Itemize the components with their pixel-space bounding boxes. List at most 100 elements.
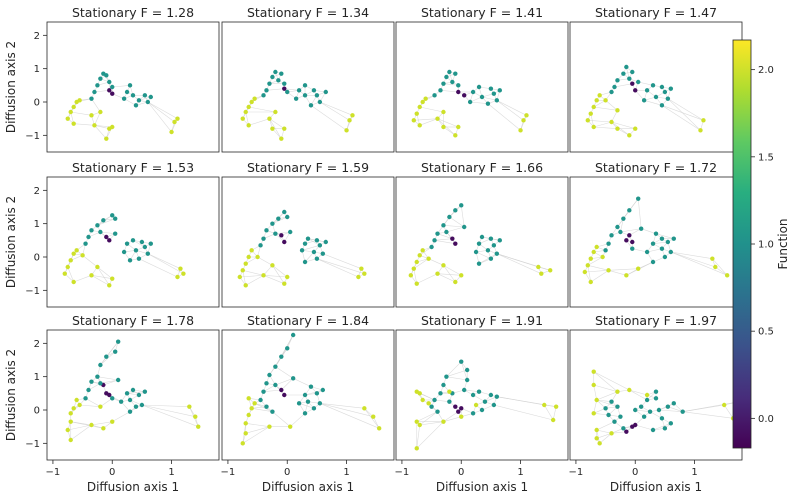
node-point	[615, 389, 620, 394]
node-point	[698, 128, 703, 133]
y-axis-label: Diffusion axis 2	[4, 349, 18, 441]
node-point	[450, 79, 455, 85]
node-group-high	[585, 93, 706, 138]
graph-edge	[419, 118, 438, 126]
node-point	[724, 273, 730, 278]
node-point	[636, 196, 641, 201]
node-point	[302, 83, 308, 88]
node-point	[65, 427, 70, 433]
graph-edge	[443, 265, 456, 283]
graph-edge	[269, 118, 285, 129]
node-point	[650, 83, 656, 88]
node-point	[609, 399, 614, 404]
graph-edge	[94, 125, 110, 129]
node-point	[435, 116, 440, 121]
graph-edge	[416, 424, 421, 449]
colorbar-tick-label: 1.0	[758, 240, 774, 251]
node-point	[441, 81, 446, 86]
node-point	[136, 392, 142, 398]
node-point	[83, 396, 88, 401]
graph-edge	[251, 406, 267, 409]
node-point	[95, 264, 100, 270]
node-point	[653, 396, 659, 401]
graph-edge	[593, 106, 618, 111]
node-point	[612, 419, 617, 424]
node-point	[302, 392, 308, 398]
node-point	[243, 421, 248, 426]
graph-edge	[79, 404, 101, 407]
node-point	[426, 256, 431, 261]
node-point	[267, 116, 272, 121]
node-point	[438, 391, 443, 396]
node-point	[638, 226, 644, 231]
graph-edge	[141, 404, 199, 427]
graph-edge	[596, 421, 615, 431]
node-point	[491, 243, 497, 248]
graph-edge	[667, 98, 704, 121]
panel-7: Stationary F = 1.66	[395, 160, 569, 308]
node-point	[127, 258, 133, 263]
graph-edge	[614, 83, 633, 88]
plot-area	[222, 177, 394, 307]
graph-edge	[88, 383, 101, 391]
panel-12: Stationary F = 1.97 −1 0 1 Diffusion axis 1	[569, 313, 743, 494]
graph-edge	[587, 256, 603, 266]
x-tick-label: 1	[691, 467, 697, 478]
node-point	[606, 241, 611, 246]
panel-9: Stationary F = 1.78 −1 0 1 2 −1 0 1 Diffusion ax…	[4, 313, 220, 494]
node-point	[246, 254, 251, 260]
node-point	[476, 261, 482, 266]
node-point	[296, 401, 302, 406]
panel-title: Stationary F = 1.34	[247, 5, 369, 20]
graph-edge	[620, 218, 624, 233]
graph-edge	[464, 389, 480, 392]
node-point	[285, 89, 290, 95]
plot-area	[396, 330, 568, 460]
graph-edge	[478, 253, 497, 264]
graph-edge	[301, 245, 320, 251]
graph-edge	[284, 88, 300, 91]
node-point	[240, 268, 245, 273]
graph-edge	[100, 351, 116, 366]
node-group-mid	[429, 203, 502, 266]
node-point	[279, 354, 284, 359]
x-tick-label: 0	[458, 467, 464, 478]
node-point	[650, 427, 656, 433]
node-point	[237, 274, 242, 280]
graph-edge	[319, 403, 365, 409]
node-point	[249, 248, 254, 253]
x-tick-label: −1	[569, 467, 584, 478]
panel-title: Stationary F = 1.41	[421, 5, 543, 20]
node-point	[240, 441, 245, 446]
node-point	[279, 136, 284, 141]
node-point	[429, 244, 434, 250]
node-point	[414, 111, 419, 116]
node-point	[362, 406, 367, 411]
graph-edge	[493, 404, 554, 421]
node-point	[464, 377, 470, 383]
graph-edge	[440, 90, 459, 93]
node-point	[479, 407, 485, 413]
node-point	[107, 238, 112, 243]
node-point	[542, 402, 547, 408]
graph-edge	[419, 411, 438, 426]
graph-edge	[112, 85, 131, 88]
graph-edge	[251, 408, 273, 412]
node-point	[95, 374, 100, 379]
node-group-high	[62, 248, 186, 288]
node-point	[89, 273, 94, 278]
node-point	[606, 268, 611, 273]
node-point	[270, 74, 275, 80]
node-point	[270, 126, 275, 131]
node-point	[282, 392, 287, 398]
node-point	[488, 236, 494, 241]
node-point	[453, 208, 458, 213]
node-group-high	[237, 248, 367, 288]
node-point	[113, 216, 118, 221]
graph-edge	[245, 426, 270, 434]
node-point	[264, 404, 269, 409]
y-tick-label: 2	[34, 339, 40, 350]
node-group-low	[624, 233, 635, 245]
node-point	[621, 426, 626, 431]
node-point	[320, 387, 326, 393]
